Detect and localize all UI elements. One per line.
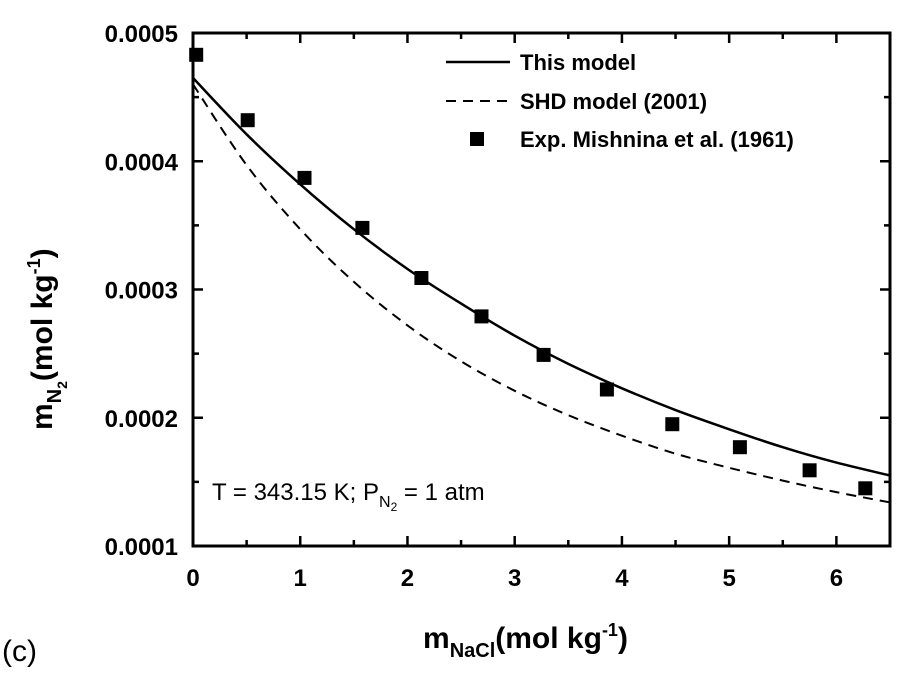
x-tick-label: 4 (615, 565, 629, 592)
data-point (802, 463, 817, 478)
legend: This model SHD model (2001) Exp. Mishnin… (446, 50, 794, 152)
y-tick-label: 0.0003 (105, 278, 178, 305)
annotation: T = 343.15 K; PN2 = 1 atm (212, 479, 485, 514)
data-points (189, 47, 873, 496)
x-tick-label: 3 (508, 565, 521, 592)
data-point (599, 382, 614, 397)
y-tick-labels: 0.0001 0.0002 0.0003 0.0004 0.0005 (105, 21, 179, 561)
data-point (189, 47, 204, 62)
tick-marks (191, 31, 892, 548)
legend-marker (470, 132, 484, 146)
data-point (665, 417, 680, 432)
x-tick-label: 5 (722, 565, 735, 592)
data-point (414, 271, 429, 285)
y-tick-label: 0.0002 (105, 406, 178, 433)
y-tick-label: 0.0005 (105, 21, 178, 48)
x-tick-label: 1 (294, 565, 307, 592)
legend-label: This model (520, 50, 636, 75)
x-axis-label: mNaCl(mol kg-1) (423, 620, 628, 662)
legend-label: SHD model (2001) (520, 89, 707, 114)
data-point (474, 309, 489, 324)
data-point (536, 347, 551, 362)
x-tick-label: 2 (401, 565, 414, 592)
series-line-dashed (192, 83, 891, 504)
x-tick-labels: 0 1 2 3 4 5 6 (186, 565, 843, 592)
data-point (297, 170, 312, 185)
x-tick-label: 0 (186, 565, 199, 592)
data-point (858, 481, 873, 496)
data-point (240, 113, 255, 128)
y-tick-label: 0.0001 (105, 534, 178, 561)
data-point (732, 440, 747, 455)
data-point (355, 220, 370, 235)
y-tick-label: 0.0004 (105, 149, 179, 176)
x-tick-label: 6 (830, 565, 843, 592)
y-axis-label: mN2(mol kg-1) (24, 248, 70, 430)
panel-label: (c) (2, 635, 37, 668)
legend-label: Exp. Mishnina et al. (1961) (520, 127, 794, 152)
